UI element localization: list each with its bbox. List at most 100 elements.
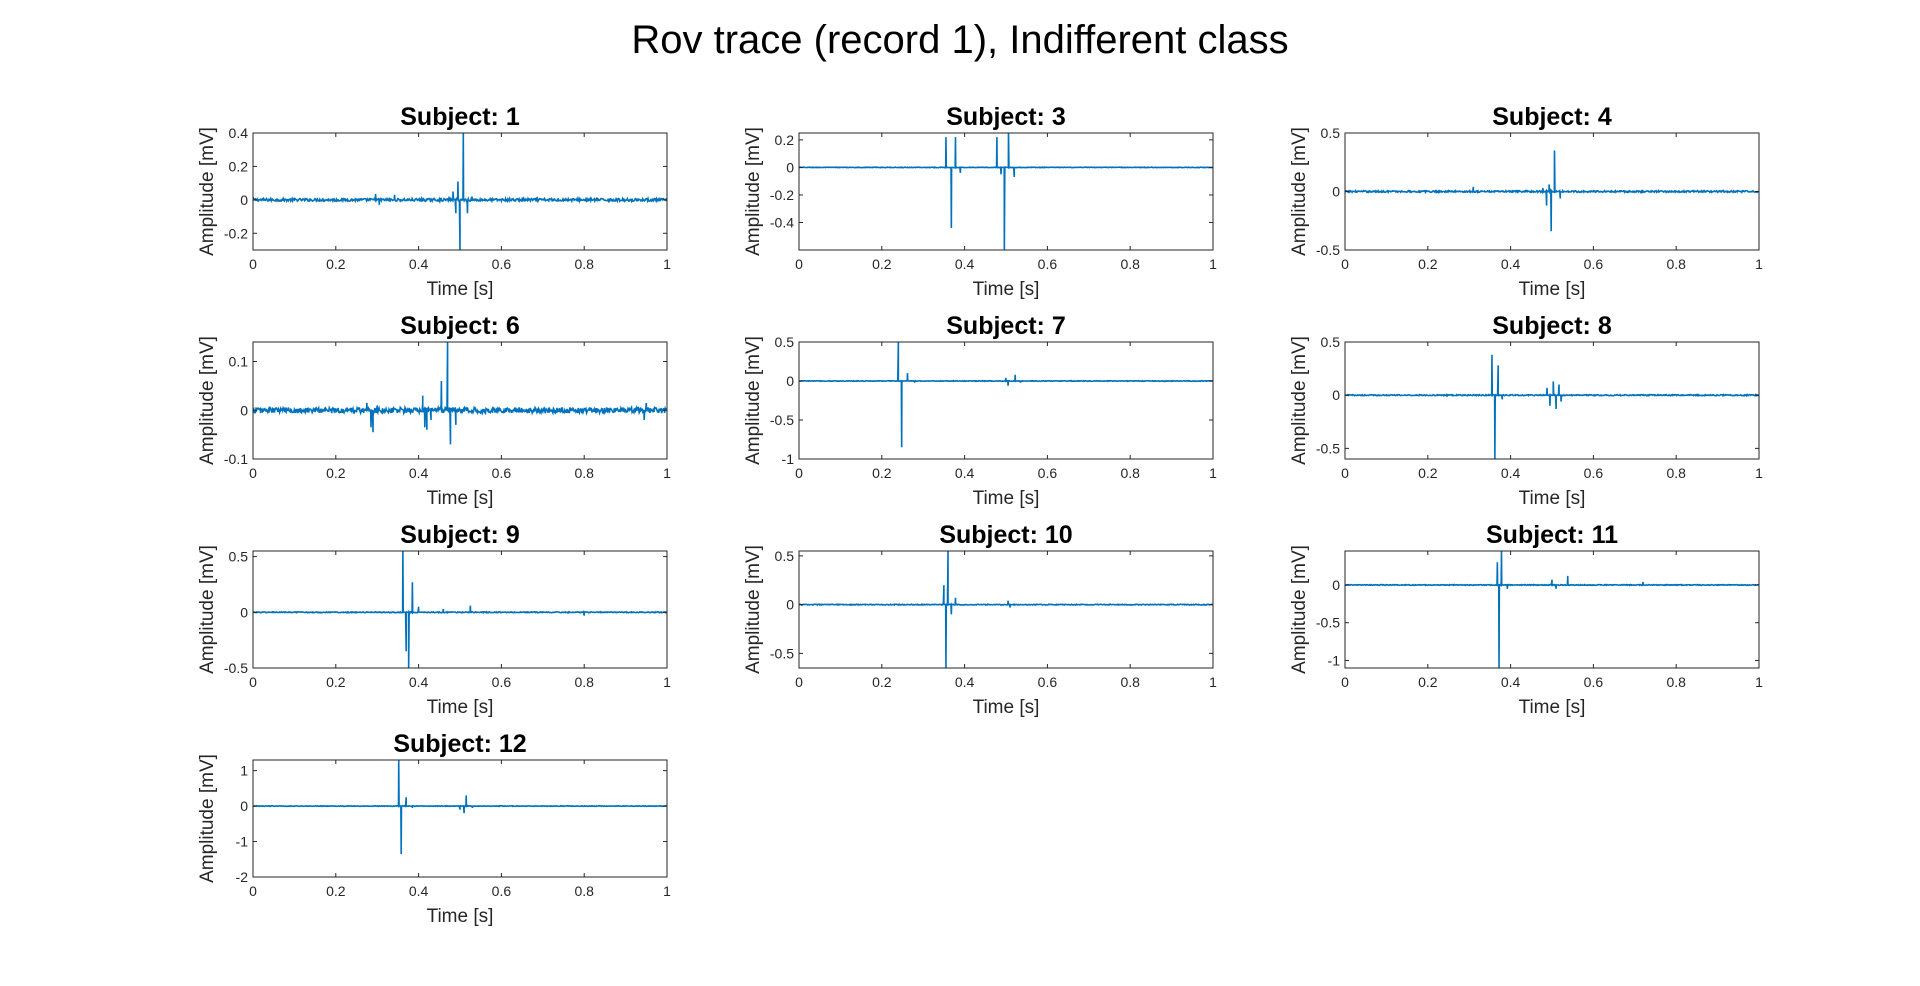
y-tick-label: 0 [1332, 184, 1340, 200]
y-tick-label: 0.5 [1321, 334, 1341, 350]
x-tick-label: 0.2 [872, 674, 892, 690]
x-tick-label: 0.2 [1418, 674, 1438, 690]
subplot-5: 0 0.2 0.4 0.6 0.8 1 -1 -0.5 0 0.5 Subject: 7 Time [… [743, 312, 1217, 509]
axes-box [1344, 341, 1760, 460]
subplot-10: 0 0.2 0.4 0.6 0.8 1 -2 -1 0 1 Subject: 12 Time [s] A… [197, 730, 671, 927]
x-tick-label: 0 [795, 674, 803, 690]
x-tick-label: 0.2 [1418, 465, 1438, 481]
x-tick-label: 0.6 [1038, 465, 1058, 481]
y-tick-label: 0.2 [229, 158, 249, 174]
x-axis-label: Time [s] [973, 697, 1040, 718]
x-axis-label: Time [s] [1519, 279, 1586, 300]
axes-box [252, 759, 668, 878]
y-axis-label: Amplitude [mV] [197, 336, 218, 465]
trace-line [253, 551, 667, 668]
y-tick-label: -0.5 [770, 645, 794, 661]
x-tick-label: 0.8 [574, 256, 594, 272]
y-tick-label: 0.5 [775, 548, 795, 564]
x-tick-label: 0.4 [1501, 256, 1521, 272]
y-tick-label: -1 [1328, 652, 1341, 668]
x-tick-label: 0.2 [326, 883, 346, 899]
y-axis-label: Amplitude [mV] [743, 545, 764, 674]
axes-box [798, 550, 1214, 669]
y-tick-label: 0.2 [775, 132, 795, 148]
y-tick-label: 0.5 [775, 334, 795, 350]
x-tick-label: 0 [795, 256, 803, 272]
x-tick-label: 0.8 [1120, 256, 1140, 272]
axes-box [252, 341, 668, 460]
x-tick-label: 0.8 [1120, 465, 1140, 481]
x-tick-label: 1 [663, 883, 671, 899]
x-tick-label: 1 [1209, 465, 1217, 481]
x-axis-label: Time [s] [973, 279, 1040, 300]
axes-box [252, 550, 668, 669]
x-tick-label: 0.6 [492, 883, 512, 899]
trace-line [253, 133, 667, 250]
x-tick-label: 0.8 [1666, 674, 1686, 690]
y-tick-label: -0.1 [224, 451, 248, 467]
y-tick-label: 0 [786, 597, 794, 613]
x-tick-label: 0.2 [326, 674, 346, 690]
trace-line [799, 342, 1213, 448]
y-tick-label: -1 [782, 451, 795, 467]
x-tick-label: 1 [1209, 674, 1217, 690]
trace-line [1345, 551, 1759, 668]
subplot-title: Subject: 11 [1486, 521, 1618, 549]
x-tick-label: 0.4 [1501, 465, 1521, 481]
y-tick-label: -0.4 [770, 214, 794, 230]
axes-box [798, 341, 1214, 460]
x-tick-label: 0 [1341, 256, 1349, 272]
y-tick-label: 0 [240, 192, 248, 208]
y-axis-label: Amplitude [mV] [1289, 127, 1310, 256]
axes-box [798, 132, 1214, 251]
axes-box [252, 132, 668, 251]
x-axis-label: Time [s] [1519, 488, 1586, 509]
y-tick-label: -0.5 [1316, 615, 1340, 631]
x-tick-label: 0.4 [955, 674, 975, 690]
x-tick-label: 0 [249, 674, 257, 690]
x-tick-label: 1 [663, 674, 671, 690]
y-axis-label: Amplitude [mV] [1289, 545, 1310, 674]
x-tick-label: 0.4 [409, 883, 429, 899]
x-tick-label: 0.4 [955, 256, 975, 272]
x-tick-label: 0.6 [1584, 465, 1604, 481]
y-axis-label: Amplitude [mV] [197, 545, 218, 674]
x-tick-label: 0 [1341, 674, 1349, 690]
subplot-title: Subject: 4 [1492, 103, 1612, 131]
y-tick-label: 0.4 [229, 125, 249, 141]
x-tick-label: 1 [1755, 674, 1763, 690]
x-tick-label: 1 [663, 465, 671, 481]
y-axis-label: Amplitude [mV] [743, 336, 764, 465]
y-tick-label: 0 [1332, 577, 1340, 593]
x-tick-label: 0.8 [1666, 256, 1686, 272]
x-tick-label: 0.2 [1418, 256, 1438, 272]
x-axis-label: Time [s] [427, 279, 494, 300]
subplot-title: Subject: 12 [393, 730, 526, 758]
x-tick-label: 0 [795, 465, 803, 481]
x-tick-label: 1 [1755, 465, 1763, 481]
x-tick-label: 0.8 [1120, 674, 1140, 690]
x-tick-label: 0.8 [574, 465, 594, 481]
x-tick-label: 0.8 [574, 674, 594, 690]
axes-box [1344, 550, 1760, 669]
x-tick-label: 0.8 [574, 883, 594, 899]
y-tick-label: 0 [240, 604, 248, 620]
y-tick-label: 0 [240, 402, 248, 418]
y-tick-label: -0.5 [1316, 242, 1340, 258]
x-tick-label: 0.4 [409, 256, 429, 272]
y-tick-label: -0.5 [224, 660, 248, 676]
y-tick-label: 0 [1332, 387, 1340, 403]
subplot-2: 0 0.2 0.4 0.6 0.8 1 -0.4 -0.2 0 0.2 Subject: 3 Time… [743, 103, 1217, 300]
y-tick-label: 0.1 [229, 354, 249, 370]
trace-line [253, 342, 667, 445]
y-axis-label: Amplitude [mV] [743, 127, 764, 256]
x-axis-label: Time [s] [427, 488, 494, 509]
subplot-title: Subject: 9 [400, 521, 519, 549]
x-axis-label: Time [s] [973, 488, 1040, 509]
x-tick-label: 0 [249, 256, 257, 272]
subplot-title: Subject: 7 [946, 312, 1065, 340]
